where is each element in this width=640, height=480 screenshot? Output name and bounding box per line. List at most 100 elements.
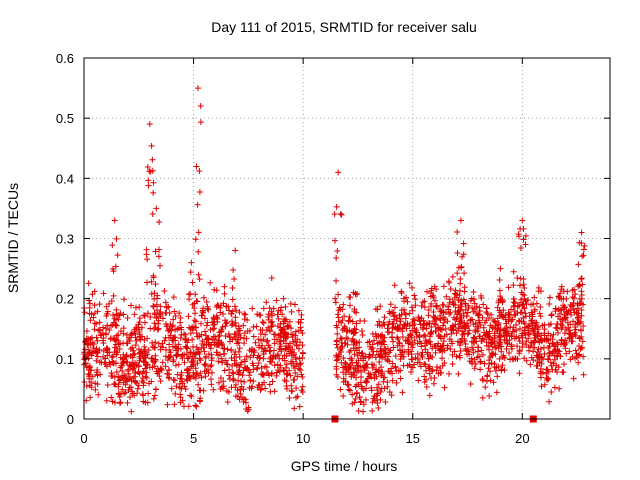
data-point xyxy=(252,339,259,346)
data-point xyxy=(132,342,139,349)
data-point xyxy=(338,339,345,346)
data-point xyxy=(538,383,545,390)
data-point xyxy=(92,386,99,393)
data-point xyxy=(528,318,535,325)
data-point xyxy=(195,381,202,388)
data-point xyxy=(373,373,380,380)
data-point xyxy=(253,323,260,330)
data-point xyxy=(90,314,97,321)
data-point xyxy=(185,354,192,361)
data-point xyxy=(282,303,289,310)
data-point xyxy=(408,304,415,311)
data-point xyxy=(256,311,263,318)
data-point xyxy=(228,347,235,354)
data-point xyxy=(232,360,239,367)
data-point xyxy=(108,297,115,304)
data-point xyxy=(401,306,408,313)
data-point xyxy=(461,284,468,291)
data-point xyxy=(498,296,505,303)
data-point xyxy=(126,384,133,391)
data-point xyxy=(283,361,290,368)
data-point xyxy=(491,360,498,367)
data-point xyxy=(179,378,186,385)
data-point xyxy=(237,378,244,385)
data-point xyxy=(176,310,183,317)
data-point xyxy=(431,297,438,304)
data-point xyxy=(121,390,128,397)
data-point xyxy=(504,341,511,348)
data-point xyxy=(271,388,278,395)
data-point xyxy=(249,383,256,390)
data-point xyxy=(530,325,537,332)
data-point xyxy=(279,355,286,362)
data-point xyxy=(494,373,501,380)
data-point xyxy=(451,348,458,355)
data-point xyxy=(408,369,415,376)
data-point xyxy=(348,355,355,362)
data-point xyxy=(564,310,571,317)
data-point xyxy=(230,377,237,384)
data-point xyxy=(571,331,578,338)
data-point xyxy=(373,392,380,399)
data-point xyxy=(355,407,362,414)
data-point xyxy=(136,331,143,338)
data-point xyxy=(401,310,408,317)
data-point xyxy=(569,294,576,301)
data-point xyxy=(113,311,120,318)
data-point xyxy=(195,271,202,278)
data-point xyxy=(283,346,290,353)
data-point xyxy=(349,400,356,407)
data-point xyxy=(177,375,184,382)
data-point xyxy=(485,365,492,372)
data-point xyxy=(385,353,392,360)
data-point xyxy=(410,316,417,323)
data-point xyxy=(187,269,194,276)
data-point xyxy=(126,362,133,369)
data-point xyxy=(526,331,533,338)
data-point xyxy=(480,324,487,331)
data-point xyxy=(223,320,230,327)
data-point xyxy=(580,323,587,330)
data-point xyxy=(220,311,227,318)
data-point xyxy=(495,332,502,339)
data-point xyxy=(452,321,459,328)
data-point xyxy=(210,326,217,333)
data-point xyxy=(150,303,157,310)
data-point xyxy=(514,274,521,281)
data-point xyxy=(539,369,546,376)
data-point xyxy=(521,284,528,291)
data-point xyxy=(193,329,200,336)
data-point xyxy=(456,292,463,299)
data-point xyxy=(207,326,214,333)
data-point xyxy=(548,311,555,318)
data-point xyxy=(95,391,102,398)
data-point xyxy=(186,373,193,380)
data-point xyxy=(506,337,513,344)
data-point xyxy=(543,366,550,373)
data-point xyxy=(440,314,447,321)
data-point xyxy=(525,327,532,334)
data-point xyxy=(503,345,510,352)
data-point xyxy=(389,325,396,332)
data-point xyxy=(384,325,391,332)
data-point xyxy=(449,298,456,305)
data-point xyxy=(454,270,461,277)
data-point xyxy=(200,294,207,301)
data-point xyxy=(535,284,542,291)
data-point xyxy=(231,276,238,283)
data-point xyxy=(519,217,526,224)
data-point xyxy=(393,317,400,324)
data-point xyxy=(90,344,97,351)
data-point xyxy=(415,377,422,384)
data-point xyxy=(385,328,392,335)
data-point xyxy=(199,312,206,319)
data-point xyxy=(508,306,515,313)
data-point xyxy=(96,326,103,333)
data-point xyxy=(93,357,100,364)
data-point xyxy=(575,343,582,350)
data-point xyxy=(87,317,94,324)
data-point xyxy=(233,307,240,314)
data-point xyxy=(575,359,582,366)
data-point xyxy=(110,292,117,299)
data-point xyxy=(501,367,508,374)
